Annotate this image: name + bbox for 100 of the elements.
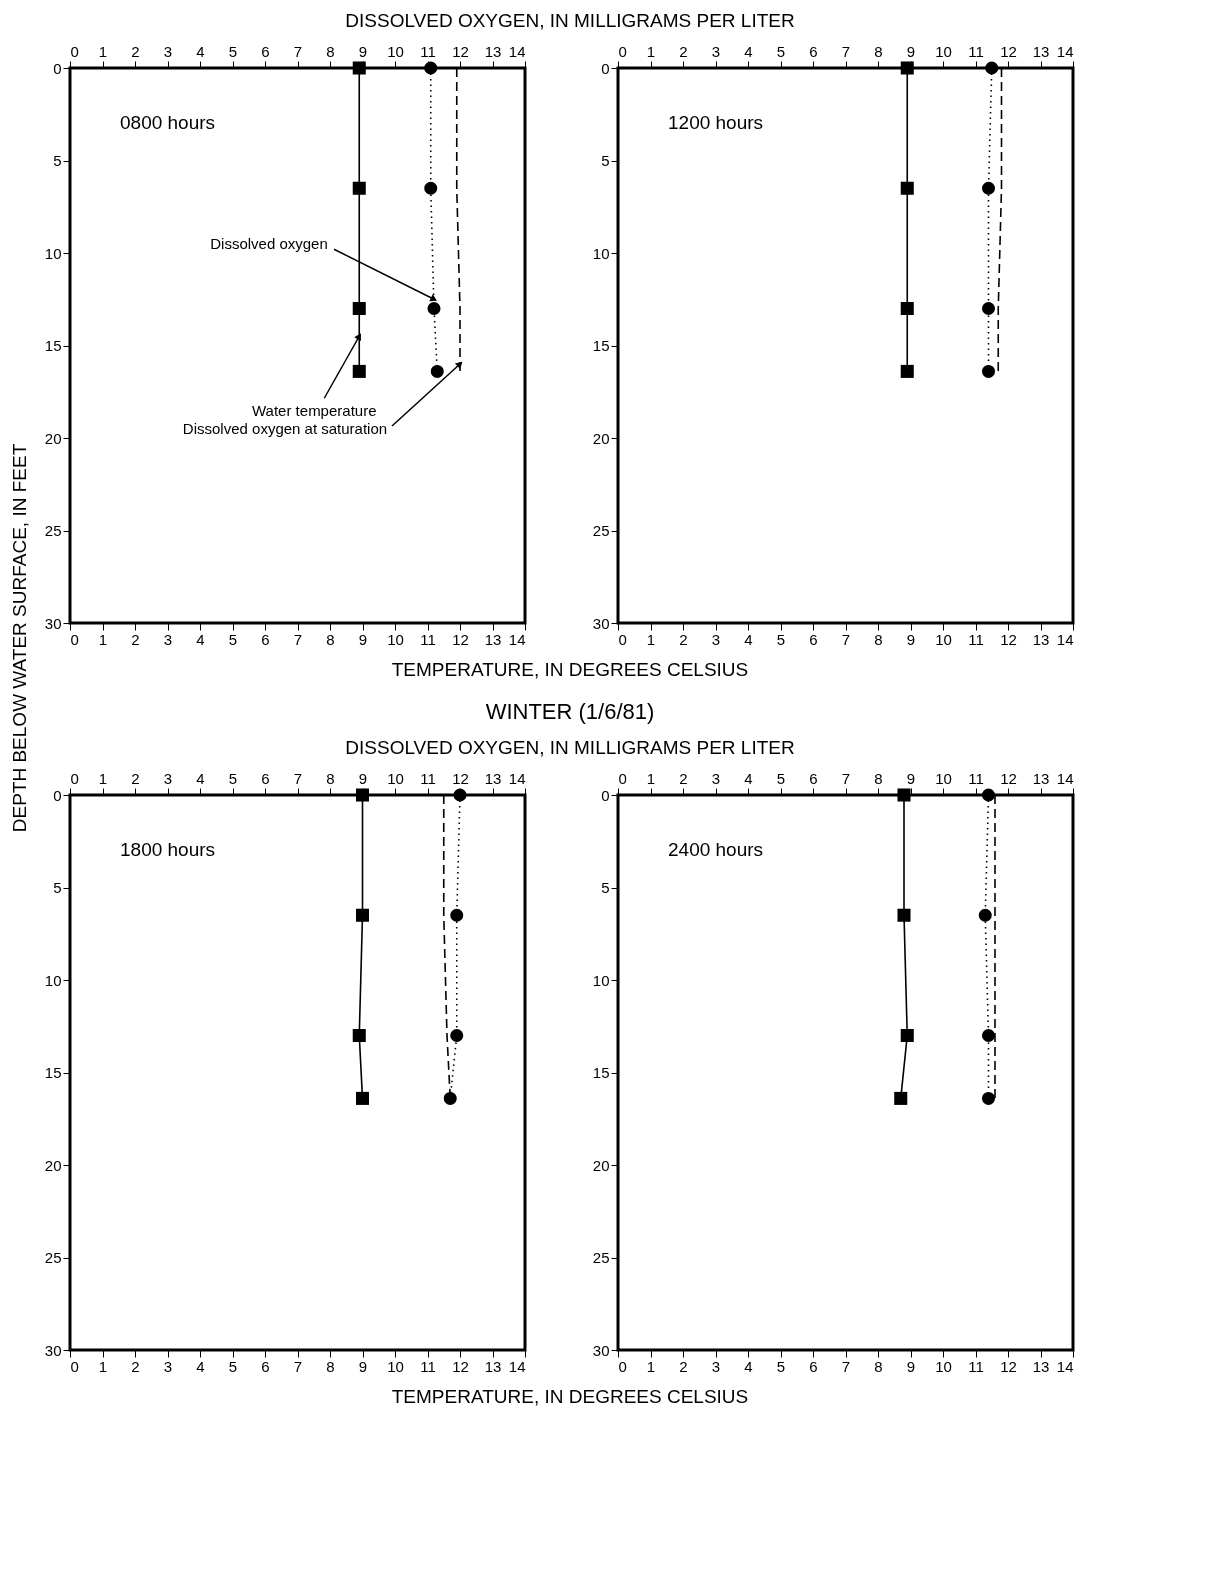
annotation: Dissolved oxygen	[210, 235, 328, 253]
annotation: 0800 hours	[120, 112, 216, 133]
x2-tick-label: 5	[228, 769, 238, 787]
x-tick-label: 11	[968, 630, 984, 648]
x-tick-label: 9	[358, 630, 368, 648]
point	[430, 364, 444, 378]
x2-tick-label: 8	[874, 769, 883, 787]
y-tick-label: 30	[592, 1341, 610, 1359]
x-tick-label: 13	[484, 630, 502, 648]
x2-tick-label: 8	[326, 769, 335, 787]
y-tick-label: 20	[44, 429, 62, 447]
point	[981, 364, 996, 378]
x2-tick-label: 6	[261, 769, 270, 787]
x-tick-label: 8	[326, 1357, 335, 1375]
point	[900, 301, 914, 316]
point	[352, 301, 366, 316]
point	[450, 1028, 464, 1043]
x-tick-label: 4	[744, 1357, 753, 1375]
y-axis-title: DEPTH BELOW WATER SURFACE, IN FEET	[9, 443, 30, 833]
x-tick-label: 1	[646, 630, 656, 648]
x-tick-label: 4	[196, 630, 205, 648]
x2-tick-label: 3	[711, 769, 721, 787]
x-tick-label: 10	[387, 1357, 404, 1375]
point	[981, 1028, 996, 1043]
x2-tick-label: 13	[1032, 42, 1050, 60]
point	[894, 1091, 908, 1105]
x-tick-label: 2	[131, 1357, 140, 1375]
x-tick-label: 3	[711, 1357, 721, 1375]
x2-tick-label: 1	[646, 42, 656, 60]
x2-tick-label: 0	[618, 42, 627, 60]
y-tick-label: 10	[44, 244, 62, 262]
annotation: 2400 hours	[668, 839, 764, 860]
y-tick-label: 10	[592, 244, 610, 262]
x2-tick-label: 9	[358, 42, 368, 60]
x2-tick-label: 4	[744, 769, 753, 787]
x-tick-label: 10	[935, 630, 952, 648]
x-tick-label: 10	[387, 630, 404, 648]
x-tick-label: 7	[841, 630, 851, 648]
x-tick-label: 0	[618, 630, 627, 648]
point	[897, 788, 911, 802]
x-tick-label: 13	[1032, 1357, 1050, 1375]
x-tick-label: 9	[906, 1357, 916, 1375]
y-tick-label: 30	[592, 614, 610, 632]
point	[453, 788, 467, 802]
x2-tick-label: 7	[293, 769, 303, 787]
annotation: Dissolved oxygen at saturation	[182, 420, 388, 437]
x2-tick-label: 2	[131, 42, 140, 60]
point	[897, 908, 911, 922]
point	[981, 1091, 996, 1105]
y-tick-label: 20	[44, 1156, 62, 1174]
x-tick-label: 0	[618, 1357, 627, 1375]
x-tick-label: 9	[906, 630, 916, 648]
x2-tick-label: 2	[679, 769, 688, 787]
x2-tick-label: 1	[646, 769, 656, 787]
point	[352, 181, 366, 195]
x2-tick-label: 14	[508, 42, 526, 60]
x-tick-label: 13	[484, 1357, 502, 1375]
x2-tick-label: 14	[1056, 769, 1074, 787]
x2-tick-label: 10	[387, 42, 404, 60]
x-tick-label: 0	[70, 1357, 79, 1375]
x2-tick-label: 13	[484, 42, 502, 60]
x2-tick-label: 13	[1032, 769, 1050, 787]
y-tick-label: 25	[44, 1249, 62, 1266]
x-tick-label: 1	[646, 1357, 656, 1375]
x-tick-label: 6	[261, 1357, 270, 1375]
x2-tick-label: 2	[131, 769, 140, 787]
x2-tick-label: 11	[968, 42, 984, 60]
point	[352, 1028, 366, 1043]
y-tick-label: 25	[44, 522, 62, 539]
y-tick-label: 0	[53, 786, 62, 804]
point	[978, 908, 992, 922]
x2-tick-label: 0	[618, 769, 627, 787]
x-tick-label: 8	[874, 1357, 883, 1375]
x2-tick-label: 8	[326, 42, 335, 60]
x2-tick-label: 4	[744, 42, 753, 60]
x-tick-label: 2	[679, 630, 688, 648]
x-tick-label: 1	[98, 1357, 108, 1375]
x-tick-label: 6	[809, 1357, 818, 1375]
x2-axis-title: DISSOLVED OXYGEN, IN MILLIGRAMS PER LITER	[345, 737, 795, 758]
x-tick-label: 11	[420, 630, 436, 648]
x-tick-label: 2	[679, 1357, 688, 1375]
x2-tick-label: 6	[809, 42, 818, 60]
x2-tick-label: 0	[70, 769, 79, 787]
point	[981, 181, 996, 195]
y-tick-label: 25	[592, 1249, 610, 1266]
point	[985, 61, 999, 75]
x-tick-label: 8	[326, 630, 335, 648]
x2-tick-label: 8	[874, 42, 883, 60]
y-tick-label: 10	[44, 971, 62, 989]
x-tick-label: 12	[1000, 630, 1017, 648]
x-tick-label: 12	[452, 630, 469, 648]
x2-tick-label: 5	[228, 42, 238, 60]
y-tick-label: 10	[592, 971, 610, 989]
x2-tick-label: 14	[1056, 42, 1074, 60]
point	[981, 788, 996, 802]
x-tick-label: 6	[261, 630, 270, 648]
y-tick-label: 25	[592, 522, 610, 539]
x-tick-label: 3	[711, 630, 721, 648]
x2-tick-label: 4	[196, 42, 205, 60]
x2-tick-label: 2	[679, 42, 688, 60]
